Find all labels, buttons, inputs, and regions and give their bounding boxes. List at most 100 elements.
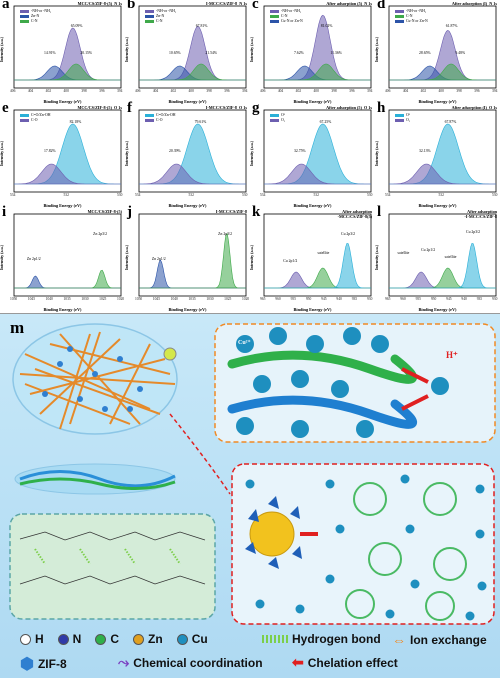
legend-label: Cu-N or Zn-N	[281, 19, 303, 23]
panel-label: h	[377, 100, 386, 116]
peak-annotation: 32.13%	[418, 149, 431, 154]
x-tick: 935	[351, 297, 358, 301]
xps-panel-k: k After adsorption -MCC/CS/ZIF-8(5) Cu 2p1…	[249, 204, 375, 312]
x-tick: 960	[400, 297, 406, 301]
x-tick: 965	[260, 297, 266, 301]
peak-c-o	[264, 163, 371, 185]
x-tick: 1030	[81, 297, 89, 301]
y-axis-label: Intensity (a.u.)	[0, 244, 4, 270]
x-tick: 534	[385, 193, 391, 197]
x-tick: 945	[321, 297, 327, 301]
cu-ions-top	[236, 327, 389, 438]
peak-annotation: Zn 2p3/2	[218, 232, 232, 237]
peak-annotation: 67.81%	[195, 24, 208, 29]
x-tick: 406	[10, 89, 16, 93]
legend-label: Zn-N	[156, 14, 165, 18]
panel-label: c	[252, 0, 259, 12]
spectrum-plot-j	[138, 213, 247, 297]
peak-annotation: 20.15%	[80, 51, 93, 56]
xps-panel-d: d After adsorption (I) N 1s -NH-or -NH₂ C-N…	[374, 0, 500, 104]
legend-label: C-O	[156, 118, 163, 122]
x-tick: 402	[45, 89, 52, 93]
x-tick: 406	[135, 89, 141, 93]
legend-swatch	[270, 15, 279, 18]
y-axis-label: Intensity (a.u.)	[249, 36, 254, 62]
scheme-label: m	[10, 318, 25, 337]
legend-entry: -NH-or -NH₂	[145, 9, 176, 14]
x-tick: 955	[415, 297, 421, 301]
legend-entry: -NH-or -NH₂	[20, 9, 51, 14]
x-axis-label: Binding Energy (eV)	[43, 307, 82, 312]
peak-annotation: 28.65%	[418, 51, 431, 56]
chelation-key: ⬅ Chelation effect	[292, 654, 398, 671]
hydrogen-bonds-left	[34, 548, 181, 565]
peak-co	[14, 123, 121, 185]
peak-annotation: Zn 2p1/2	[151, 256, 166, 261]
peak-cu-2p32	[264, 243, 371, 289]
legend-entry: C-O	[145, 118, 175, 123]
peak-3	[14, 63, 121, 81]
legend-entry: C-N	[145, 19, 176, 24]
peak-annotation: 14.91%	[43, 51, 56, 56]
panel-title: I-MCC/CS/ZIF-8	[215, 209, 247, 214]
x-tick: 940	[336, 297, 342, 301]
peak-3	[264, 63, 371, 81]
polymer-structure-box	[9, 513, 216, 620]
legend-label: O₂	[281, 118, 286, 122]
x-tick: 396	[224, 89, 230, 93]
legend-swatch	[270, 10, 279, 13]
legend-swatch	[145, 15, 154, 18]
panel-label: f	[127, 100, 132, 116]
legend-label: -NH-or -NH₂	[281, 9, 302, 13]
x-tick: 935	[476, 297, 483, 301]
x-tick: 394	[242, 89, 248, 93]
panel-title: After adsorption (I) N 1s	[451, 1, 497, 6]
plot-frame	[388, 109, 497, 193]
peak-nh	[264, 14, 371, 81]
atom-label: Cu	[191, 632, 208, 646]
plot-frame	[13, 213, 122, 297]
x-tick: 955	[290, 297, 296, 301]
spectrum-plot-g	[263, 109, 372, 193]
ion-exchange-label: Ion exchange	[410, 633, 487, 647]
atom-label: H	[35, 632, 44, 646]
legend-label: -NH-or -NH₂	[31, 9, 52, 13]
x-tick: 402	[420, 89, 427, 93]
x-tick: 950	[430, 297, 437, 301]
atom-swatch	[133, 633, 145, 645]
legend-label: Cu-N or Zn-N	[406, 19, 428, 23]
peak-annotation: 82.18%	[69, 119, 82, 124]
legend-swatch	[20, 10, 29, 13]
xps-panel-g: g After adsorption (5) O 1s O¹ O₂ 67.25% 32.7…	[249, 100, 375, 208]
panel-legend: -NH-or -NH₂ C-N Cu-N or Zn-N	[270, 9, 303, 24]
panel-legend: C=O/Zn-OH C-O	[145, 113, 175, 123]
plot-frame	[138, 5, 247, 89]
peak-annotation: 21.54%	[205, 51, 218, 56]
x-axis-label: Binding Energy (eV)	[293, 307, 332, 312]
x-tick: 404	[402, 89, 409, 93]
peak-3	[389, 63, 496, 81]
peak-annotation: 9.48%	[455, 51, 466, 56]
x-tick: 930	[367, 297, 373, 301]
x-tick: 404	[27, 89, 34, 93]
zif-triangles	[245, 496, 302, 569]
legend-label: -NH-or -NH₂	[156, 9, 177, 13]
x-tick: 394	[117, 89, 123, 93]
legend-entry: O¹	[395, 113, 410, 118]
x-tick: 396	[99, 89, 105, 93]
plot-frame	[263, 5, 372, 89]
atom-label: Zn	[148, 632, 163, 646]
panel-label: g	[252, 100, 260, 116]
legend-entry: Zn-N	[145, 14, 176, 19]
spectrum-plot-h	[388, 109, 497, 193]
peak-annotation: Cu 2p3/2	[466, 230, 481, 235]
peak-annotation: 7.62%	[293, 51, 304, 56]
peak-annotation: 65.09%	[70, 24, 83, 29]
x-tick: 396	[349, 89, 355, 93]
scheme-illustration	[9, 323, 496, 625]
peak-3	[139, 63, 246, 81]
y-axis-label: Intensity (a.u.)	[124, 140, 129, 166]
x-tick: 400	[63, 89, 69, 93]
x-tick: 398	[81, 89, 87, 93]
panel-label: d	[377, 0, 386, 12]
